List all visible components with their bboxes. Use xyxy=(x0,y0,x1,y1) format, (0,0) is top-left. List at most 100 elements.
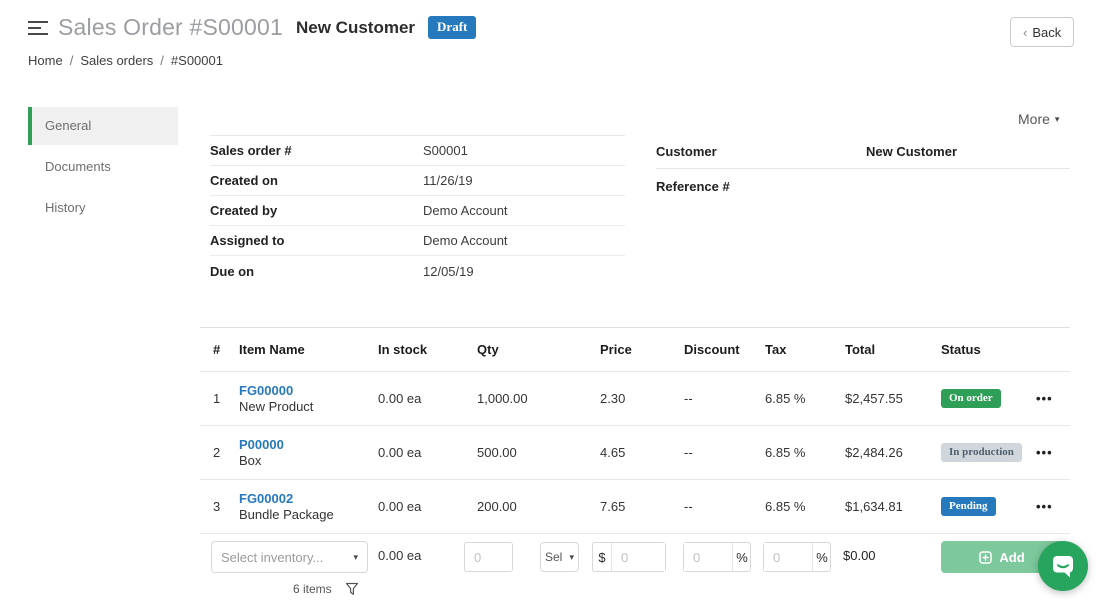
qty-value: 500.00 xyxy=(477,445,517,460)
item-name: New Product xyxy=(239,398,314,414)
chevron-down-icon: ▾ xyxy=(1054,113,1060,124)
customer-value: New Customer xyxy=(866,144,958,159)
col-in-stock: In stock xyxy=(378,342,428,357)
table-row: 2 P00000 Box 0.00 ea 500.00 4.65 -- 6.85… xyxy=(200,426,1070,480)
back-label: Back xyxy=(1032,24,1062,40)
chevron-down-icon: ▾ xyxy=(569,551,574,562)
field-value: S00001 xyxy=(423,143,468,158)
order-details: Sales order # S00001 Created on 11/26/19… xyxy=(210,135,625,286)
item-code-link[interactable]: FG00002 xyxy=(239,490,294,506)
inventory-select[interactable]: Select inventory... ▾ xyxy=(211,541,368,573)
detail-row-reference: Reference # xyxy=(656,169,1070,203)
filter-icon[interactable] xyxy=(345,582,359,596)
sidebar-item-general[interactable]: General xyxy=(28,107,178,145)
add-item-icon xyxy=(979,550,993,564)
back-button[interactable]: ‹ Back xyxy=(1010,17,1075,47)
field-label: Customer xyxy=(656,144,717,159)
row-number: 2 xyxy=(213,445,221,460)
detail-row-assigned-to: Assigned to Demo Account xyxy=(210,226,625,256)
footer-total: $0.00 xyxy=(843,548,876,563)
row-number: 3 xyxy=(213,499,221,514)
order-items-table: # Item Name In stock Qty Price Discount … xyxy=(200,327,1070,598)
price-value: 7.65 xyxy=(600,499,626,514)
discount-value: -- xyxy=(684,391,693,406)
inventory-select-placeholder: Select inventory... xyxy=(221,549,324,565)
in-stock-value: 0.00 ea xyxy=(378,445,422,460)
field-label: Reference # xyxy=(656,178,730,194)
item-cell: FG00002 Bundle Package xyxy=(239,491,378,523)
tax-value: 6.85 % xyxy=(765,499,806,514)
field-label: Created on xyxy=(210,173,278,188)
more-label: More xyxy=(1018,111,1050,127)
table-header-row: # Item Name In stock Qty Price Discount … xyxy=(200,328,1070,372)
price-input-group: $ xyxy=(592,542,666,572)
more-dropdown[interactable]: More ▾ xyxy=(1018,111,1059,127)
tax-input[interactable] xyxy=(764,543,812,571)
status-badge: On order xyxy=(941,389,1001,408)
currency-prefix: $ xyxy=(593,543,612,571)
detail-row-due-on: Due on 12/05/19 xyxy=(210,256,625,286)
table-row: 3 FG00002 Bundle Package 0.00 ea 200.00 … xyxy=(200,480,1070,534)
price-value: 4.65 xyxy=(600,445,626,460)
footer-in-stock: 0.00 ea xyxy=(378,548,422,563)
chevron-left-icon: ‹ xyxy=(1023,24,1028,40)
col-status: Status xyxy=(941,342,981,357)
tax-input-group: % xyxy=(763,542,831,572)
col-tax: Tax xyxy=(765,342,787,357)
uom-select-value: Sel xyxy=(545,550,563,564)
status-badge: Pending xyxy=(941,497,996,516)
sidebar-item-history[interactable]: History xyxy=(45,200,86,215)
in-stock-value: 0.00 ea xyxy=(378,499,422,514)
field-value: Demo Account xyxy=(423,233,508,248)
discount-value: -- xyxy=(684,445,693,460)
field-value: Demo Account xyxy=(423,203,508,218)
item-code-link[interactable]: P00000 xyxy=(239,436,284,452)
total-value: $2,484.26 xyxy=(845,445,903,460)
detail-row-sales-order-number: Sales order # S00001 xyxy=(210,136,625,166)
col-qty: Qty xyxy=(477,342,499,357)
row-menu-button[interactable]: ••• xyxy=(1036,391,1053,406)
detail-row-created-on: Created on 11/26/19 xyxy=(210,166,625,196)
page-title: Sales Order #S00001 xyxy=(58,14,283,40)
table-row: 1 FG00000 New Product 0.00 ea 1,000.00 2… xyxy=(200,372,1070,426)
table-summary: 6 items xyxy=(293,580,1070,598)
item-name: Box xyxy=(239,452,262,468)
breadcrumb-separator: / xyxy=(69,53,74,68)
field-label: Created by xyxy=(210,203,278,218)
item-code-link[interactable]: FG00000 xyxy=(239,382,294,398)
row-menu-button[interactable]: ••• xyxy=(1036,445,1053,460)
breadcrumb-home[interactable]: Home xyxy=(28,53,63,68)
col-num: # xyxy=(213,342,221,357)
row-menu-button[interactable]: ••• xyxy=(1036,499,1053,514)
field-value: 12/05/19 xyxy=(423,263,474,279)
chat-bubble-icon xyxy=(1053,556,1073,578)
customer-details: Customer New Customer Reference # xyxy=(656,135,1070,203)
detail-row-customer: Customer New Customer xyxy=(656,135,1070,169)
field-label: Assigned to xyxy=(210,233,285,248)
row-number: 1 xyxy=(213,391,221,406)
chevron-down-icon: ▾ xyxy=(353,551,358,562)
percent-suffix: % xyxy=(732,543,751,571)
menu-icon[interactable] xyxy=(28,21,48,35)
uom-select[interactable]: Sel ▾ xyxy=(540,542,579,572)
breadcrumb-sales-orders[interactable]: Sales orders xyxy=(80,53,154,68)
field-label: Sales order # xyxy=(210,143,292,158)
discount-value: -- xyxy=(684,499,693,514)
price-input[interactable] xyxy=(612,543,665,571)
add-item-row: Select inventory... ▾ 0.00 ea Sel ▾ $ % … xyxy=(200,534,1070,578)
item-name: Bundle Package xyxy=(239,506,334,522)
tax-value: 6.85 % xyxy=(765,445,806,460)
qty-value: 200.00 xyxy=(477,499,517,514)
field-value: 11/26/19 xyxy=(423,173,473,188)
chat-launcher-button[interactable] xyxy=(1038,541,1088,591)
draft-status-badge: Draft xyxy=(428,16,477,39)
percent-suffix: % xyxy=(812,543,831,571)
sidebar-item-documents[interactable]: Documents xyxy=(45,159,111,174)
add-button-label: Add xyxy=(999,549,1025,565)
qty-input[interactable] xyxy=(464,542,513,572)
in-stock-value: 0.00 ea xyxy=(378,391,422,406)
qty-value: 1,000.00 xyxy=(477,391,528,406)
tax-value: 6.85 % xyxy=(765,391,806,406)
discount-input[interactable] xyxy=(684,543,732,571)
detail-row-created-by: Created by Demo Account xyxy=(210,196,625,226)
